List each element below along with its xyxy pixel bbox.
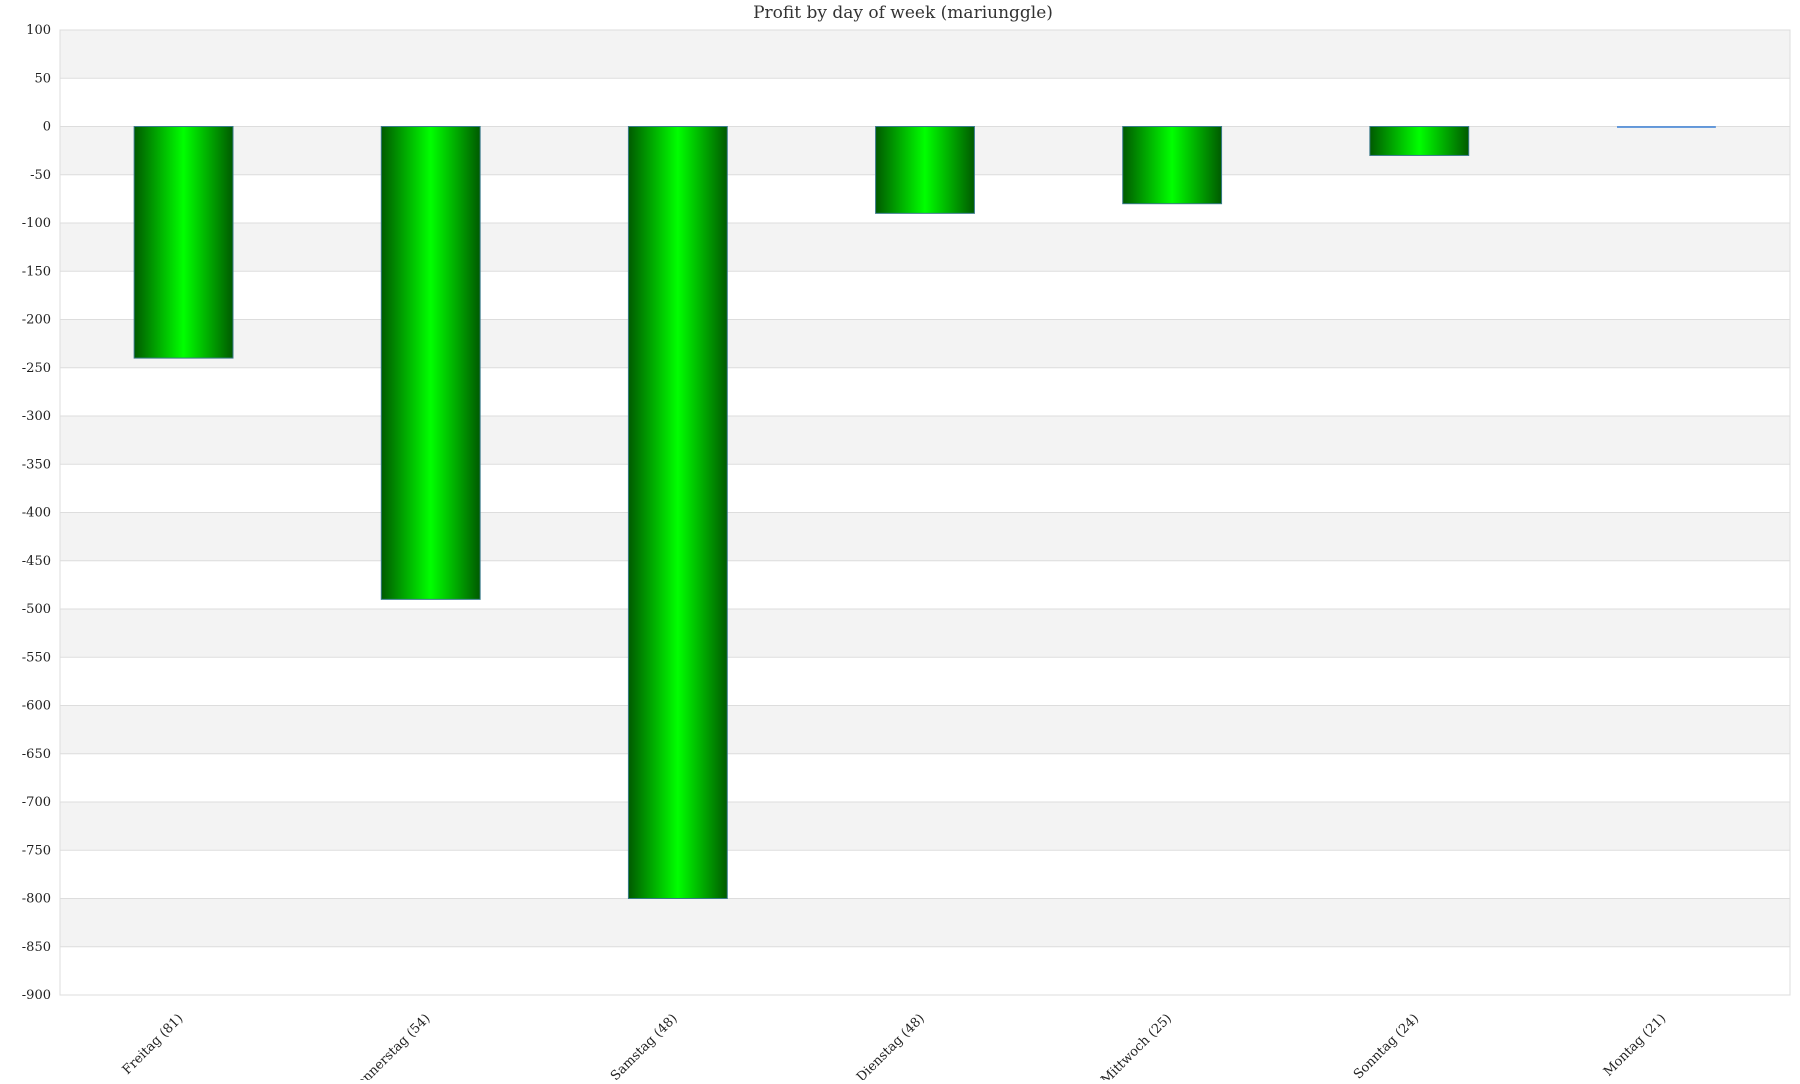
grid-bands <box>60 30 1790 947</box>
bar <box>133 126 234 359</box>
grid-band <box>60 319 1790 368</box>
y-tick-label: 0 <box>43 120 51 135</box>
bars <box>133 126 1716 899</box>
grid-band <box>60 802 1790 851</box>
y-tick-label: -800 <box>22 892 51 907</box>
y-tick-label: 100 <box>26 23 51 38</box>
y-tick-label: -250 <box>22 361 51 376</box>
x-tick-label: Samstag (48) <box>608 1011 681 1080</box>
y-tick-label: -450 <box>22 554 51 569</box>
y-tick-label: -500 <box>22 602 51 617</box>
x-tick-label: Freitag (81) <box>120 1011 187 1078</box>
grid-band <box>60 705 1790 754</box>
y-tick-label: -350 <box>22 457 51 472</box>
grid-band <box>60 223 1790 272</box>
y-tick-label: 50 <box>34 71 51 86</box>
y-tick-label: -50 <box>30 168 51 183</box>
x-tick-label: Mittwoch (25) <box>1098 1011 1175 1080</box>
bar <box>1122 126 1223 205</box>
y-tick-label: -750 <box>22 843 51 858</box>
y-tick-label: -100 <box>22 216 51 231</box>
y-tick-label: -850 <box>22 940 51 955</box>
y-tick-label: -400 <box>22 506 51 521</box>
grid-band <box>60 898 1790 947</box>
grid-band <box>60 609 1790 658</box>
x-tick-label: Sonntag (24) <box>1351 1011 1422 1080</box>
y-tick-label: -300 <box>22 409 51 424</box>
grid-band <box>60 30 1790 79</box>
y-tick-label: -700 <box>22 795 51 810</box>
bar <box>1369 126 1470 156</box>
y-tick-label: -900 <box>22 988 51 1003</box>
chart-title: Profit by day of week (mariunggle) <box>753 3 1053 23</box>
bar <box>627 126 728 899</box>
y-tick-label: -150 <box>22 264 51 279</box>
y-axis: 100 50 0 -50 -100 -150 -200 -250 -300 -350 -400 -45… <box>22 23 51 1003</box>
y-tick-label: -200 <box>22 313 51 328</box>
grid-band <box>60 512 1790 561</box>
grid-band <box>60 416 1790 465</box>
plot-border <box>59 29 1791 996</box>
x-tick-label: Donnerstag (54) <box>347 1011 434 1080</box>
x-tick-label: Montag (21) <box>1601 1011 1669 1079</box>
bar <box>875 126 975 214</box>
y-tick-label: -650 <box>22 747 51 762</box>
y-tick-label: -550 <box>22 650 51 665</box>
bar <box>380 126 481 600</box>
x-tick-label: Dienstag (48) <box>854 1011 928 1080</box>
x-axis: Freitag (81) Donnerstag (54) Samstag (48) D… <box>120 1011 1669 1084</box>
y-tick-label: -600 <box>22 699 51 714</box>
